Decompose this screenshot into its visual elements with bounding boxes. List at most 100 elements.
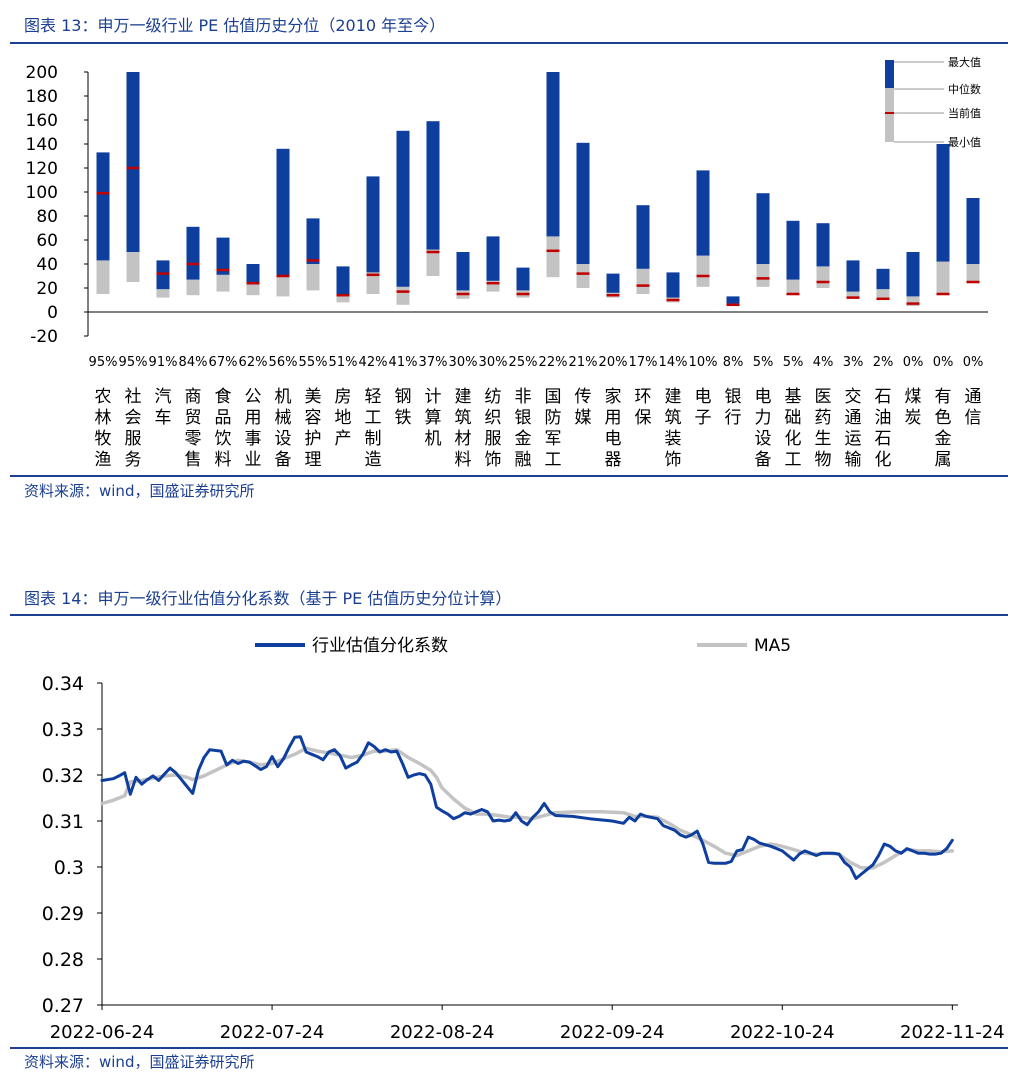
category-label-char: 物	[815, 450, 832, 470]
category-label-char: 社	[125, 387, 142, 407]
bar-lower-range	[486, 280, 500, 292]
category-label-char: 有	[935, 387, 952, 407]
category-label-char: 传	[575, 387, 592, 407]
y-tick-label: 120	[26, 159, 58, 179]
category-label-char: 生	[815, 429, 832, 449]
bar-upper-range	[276, 148, 290, 276]
y-tick-label: 0.29	[42, 903, 84, 925]
category-label-char: 业	[245, 450, 262, 470]
bar-upper-range	[96, 152, 110, 261]
percentile-label: 67%	[209, 355, 238, 370]
category-label-char: 轻	[365, 387, 382, 407]
percentile-label: 0%	[903, 355, 924, 370]
percentile-label: 2%	[873, 355, 894, 370]
percentile-label: 5%	[753, 355, 774, 370]
category-label-char: 车	[155, 408, 172, 428]
bar-lower-range	[906, 296, 920, 306]
category-label-char: 公	[245, 387, 262, 407]
category-label-char: 基	[785, 387, 802, 407]
category-label-char: 地	[335, 408, 352, 428]
bar-upper-range	[246, 264, 260, 285]
bar-upper-range	[606, 273, 620, 293]
category-label-char: 属	[935, 450, 952, 470]
x-tick-label: 2022-08-24	[390, 1022, 495, 1043]
category-label-char: 非	[515, 387, 532, 407]
category-label-char: 饮	[215, 429, 232, 449]
figure-14-source: 资料来源：wind，国盛证券研究所	[24, 1053, 255, 1071]
percentile-label: 14%	[659, 355, 688, 370]
figure-14-bottom-rule	[10, 1047, 1008, 1049]
percentile-label: 20%	[599, 355, 628, 370]
percentile-label: 84%	[179, 355, 208, 370]
percentile-label: 17%	[629, 355, 658, 370]
y-tick-label: 0.33	[42, 719, 84, 741]
category-label-char: 美	[305, 387, 322, 407]
percentile-label: 42%	[359, 355, 388, 370]
legend-entry: 中位数	[948, 82, 981, 96]
category-label-char: 化	[875, 450, 892, 470]
bar-lower-range	[186, 279, 200, 296]
y-tick-label: 0.28	[42, 949, 84, 971]
percentile-label: 0%	[963, 355, 984, 370]
y-tick-label: 180	[26, 87, 58, 107]
category-label-char: 筑	[665, 408, 682, 428]
ma5-series-line	[100, 746, 955, 870]
bar-upper-range	[846, 260, 860, 292]
bar-upper-range	[126, 72, 140, 252]
category-label-char: 务	[125, 450, 142, 470]
x-tick-label: 2022-09-24	[560, 1022, 665, 1043]
figure-13-source: 资料来源：wind，国盛证券研究所	[24, 482, 255, 500]
bar-marks	[96, 72, 980, 307]
figure-13-bottom-rule	[10, 475, 1008, 477]
category-label-char: 通	[965, 387, 982, 407]
y-tick-label: -20	[30, 327, 58, 347]
percentile-label: 22%	[539, 355, 568, 370]
percentile-label: 4%	[813, 355, 834, 370]
bar-lower-range	[126, 252, 140, 282]
figure-13-title: 图表 13：申万一级行业 PE 估值历史分位（2010 年至今）	[24, 16, 446, 35]
category-label-char: 理	[305, 450, 322, 470]
bar-upper-range	[696, 170, 710, 256]
category-label-char: 服	[485, 429, 502, 449]
y-tick-label: 0.31	[42, 811, 84, 833]
category-label-char: 金	[515, 429, 532, 449]
bar-lower-range	[246, 284, 260, 296]
x-tick-label: 2022-10-24	[730, 1022, 835, 1043]
percentile-labels: 95% 95% 91% 84% 67% 62% 56% 55% 51% 42% 41% 37% 30% 3…	[89, 355, 984, 370]
bar-upper-range	[306, 218, 320, 264]
figure-13-top-rule	[10, 42, 1008, 44]
percentile-label: 10%	[689, 355, 718, 370]
bar-lower-range	[966, 264, 980, 284]
category-label-char: 子	[695, 408, 712, 428]
bar-lower-range	[876, 289, 890, 300]
category-label-char: 工	[785, 450, 802, 470]
bar-upper-range	[216, 237, 230, 275]
percentile-label: 62%	[239, 355, 268, 370]
y-tick-label: 40	[36, 255, 58, 275]
category-label-char: 渔	[95, 450, 112, 470]
category-label-char: 备	[275, 450, 292, 470]
category-label-char: 金	[935, 429, 952, 449]
figure-14-title: 图表 14：申万一级行业估值分化系数（基于 PE 估值历史分位计算）	[24, 589, 512, 608]
bar-upper-range	[756, 193, 770, 264]
bar-upper-range	[456, 252, 470, 291]
category-label-char: 料	[455, 450, 472, 470]
y-tick-label: 80	[36, 207, 58, 227]
percentile-label: 30%	[479, 355, 508, 370]
legend-entry: 最大值	[948, 55, 981, 69]
chart-legend: 行业估值分化系数 MA5	[255, 636, 791, 656]
category-label-char: 信	[965, 408, 982, 428]
percentile-label: 56%	[269, 355, 298, 370]
legend-entry: 当前值	[948, 106, 981, 120]
percentile-label: 95%	[119, 355, 148, 370]
category-label-char: 通	[845, 408, 862, 428]
category-label-char: 商	[185, 387, 202, 407]
bar-upper-range	[816, 223, 830, 267]
category-label-char: 行	[725, 408, 742, 428]
x-axis: 2022-06-24 2022-07-24 2022-08-24 2022-09-24…	[50, 1004, 1005, 1043]
category-label-char: 产	[335, 429, 352, 449]
category-label-char: 油	[875, 408, 892, 428]
category-label-char: 零	[185, 429, 202, 449]
bar-lower-range	[156, 289, 170, 298]
